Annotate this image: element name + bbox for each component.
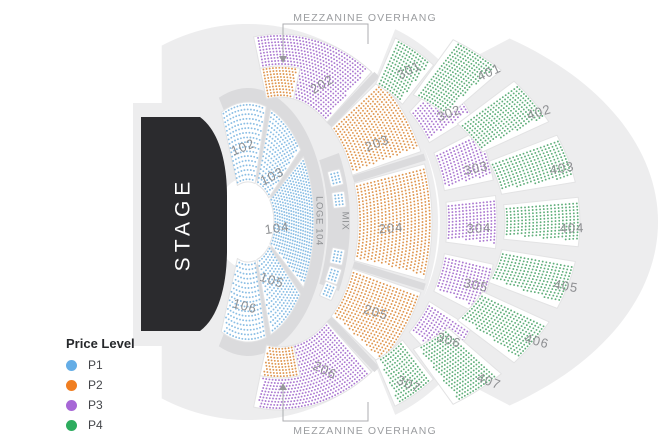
aisle-spoke bbox=[352, 261, 426, 291]
section-206-front-seats bbox=[263, 346, 298, 378]
section-104-seats bbox=[270, 159, 314, 282]
section-407-seats bbox=[420, 331, 496, 400]
aisle-spoke bbox=[268, 148, 305, 199]
section-404[interactable] bbox=[503, 196, 581, 248]
aisle-spoke bbox=[268, 245, 305, 296]
overhang-label-bottom: MEZZANINE OVERHANG bbox=[293, 425, 436, 437]
stage-label: STAGE bbox=[172, 177, 195, 272]
section-203-seats bbox=[333, 84, 418, 171]
section-205-label: 205 bbox=[362, 301, 390, 322]
legend-item-p2: P2 bbox=[66, 378, 135, 392]
legend-item-p4: P4 bbox=[66, 418, 135, 432]
price-dot-p2 bbox=[66, 379, 77, 391]
price-dot-p4 bbox=[66, 419, 77, 431]
section-306-label: 306 bbox=[435, 329, 463, 351]
legend-item-p3: P3 bbox=[66, 398, 135, 412]
aisle-spoke bbox=[326, 316, 380, 373]
section-401[interactable] bbox=[412, 39, 502, 117]
section-405-label: 405 bbox=[553, 277, 580, 296]
aisle-spoke bbox=[352, 153, 426, 183]
section-401-seats bbox=[418, 43, 495, 112]
section-106-label: 106 bbox=[231, 296, 259, 317]
loge-box bbox=[329, 247, 346, 266]
loge-box bbox=[331, 190, 347, 209]
section-106[interactable] bbox=[220, 258, 267, 343]
mix-label: MIX bbox=[340, 212, 351, 231]
section-304-seats bbox=[447, 200, 496, 244]
overhang-callout-bottom: MEZZANINE OVERHANG bbox=[279, 383, 436, 437]
section-404-seats bbox=[505, 202, 579, 241]
legend-title: Price Level bbox=[66, 336, 135, 351]
section-204-label: 204 bbox=[378, 219, 404, 236]
section-303-label: 303 bbox=[462, 158, 489, 178]
section-406-label: 406 bbox=[523, 331, 551, 352]
section-402-seats bbox=[461, 86, 544, 149]
section-105-label: 105 bbox=[258, 269, 286, 291]
overhang-leader-bottom bbox=[282, 388, 369, 422]
section-307-seats bbox=[379, 343, 430, 403]
section-104-label: 104 bbox=[264, 219, 291, 237]
section-301-seats bbox=[378, 41, 429, 100]
loge-box-seats bbox=[332, 250, 343, 263]
section-202-front-seats bbox=[262, 66, 297, 98]
section-204-seats bbox=[355, 168, 431, 276]
loge-box-seats bbox=[330, 171, 341, 185]
overhang-arrow-bottom bbox=[279, 383, 287, 390]
aisle-spoke bbox=[326, 71, 380, 128]
aisle-spokes bbox=[253, 71, 426, 373]
section-loge-box-3[interactable] bbox=[329, 247, 346, 266]
section-301[interactable] bbox=[375, 37, 434, 105]
section-106-seats bbox=[223, 261, 266, 341]
loge-box-seats bbox=[334, 193, 344, 206]
overhang-callout-top: MEZZANINE OVERHANG bbox=[279, 12, 436, 63]
loge-box-seats bbox=[322, 284, 335, 298]
section-403-seats bbox=[491, 140, 572, 190]
section-305-seats bbox=[437, 257, 492, 307]
section-102[interactable] bbox=[220, 101, 267, 186]
legend-item-label: P1 bbox=[88, 358, 103, 372]
legend-item-label: P4 bbox=[88, 418, 103, 432]
section-loge-box-5[interactable] bbox=[319, 280, 338, 301]
pit-gap bbox=[215, 178, 275, 268]
section-loge-box-2[interactable] bbox=[331, 190, 347, 209]
section-205-seats bbox=[334, 271, 419, 359]
section-loge-box-1[interactable] bbox=[327, 168, 344, 188]
section-103-seats bbox=[257, 112, 299, 196]
legend-item-label: P2 bbox=[88, 378, 103, 392]
loge-box bbox=[319, 280, 338, 301]
section-404-label: 404 bbox=[559, 220, 584, 236]
price-dot-p1 bbox=[66, 359, 77, 371]
section-304-label: 304 bbox=[466, 220, 491, 236]
section-303-seats bbox=[436, 134, 491, 187]
section-305-label: 305 bbox=[462, 275, 489, 295]
legend-item-label: P3 bbox=[88, 398, 103, 412]
section-405-seats bbox=[492, 253, 573, 301]
section-406-seats bbox=[461, 295, 545, 357]
loge-box-seats bbox=[327, 268, 339, 282]
section-203[interactable] bbox=[330, 79, 422, 176]
price-level-legend: Price Level P1 P2 P3 P4 bbox=[66, 336, 135, 439]
section-402-label: 402 bbox=[525, 101, 553, 123]
aisle-spoke bbox=[253, 103, 272, 181]
section-105-seats bbox=[258, 247, 300, 332]
price-dot-p3 bbox=[66, 399, 77, 411]
aisle-spoke bbox=[253, 263, 272, 341]
overhang-label-top: MEZZANINE OVERHANG bbox=[293, 12, 436, 24]
section-102-seats bbox=[222, 103, 265, 184]
section-403-label: 403 bbox=[549, 158, 576, 177]
overhang-leader-top bbox=[282, 23, 369, 58]
overhang-arrow-top bbox=[279, 56, 287, 63]
legend-item-p1: P1 bbox=[66, 358, 135, 372]
stage bbox=[141, 117, 227, 331]
loge-104-label: LOGE 104 bbox=[314, 196, 325, 246]
